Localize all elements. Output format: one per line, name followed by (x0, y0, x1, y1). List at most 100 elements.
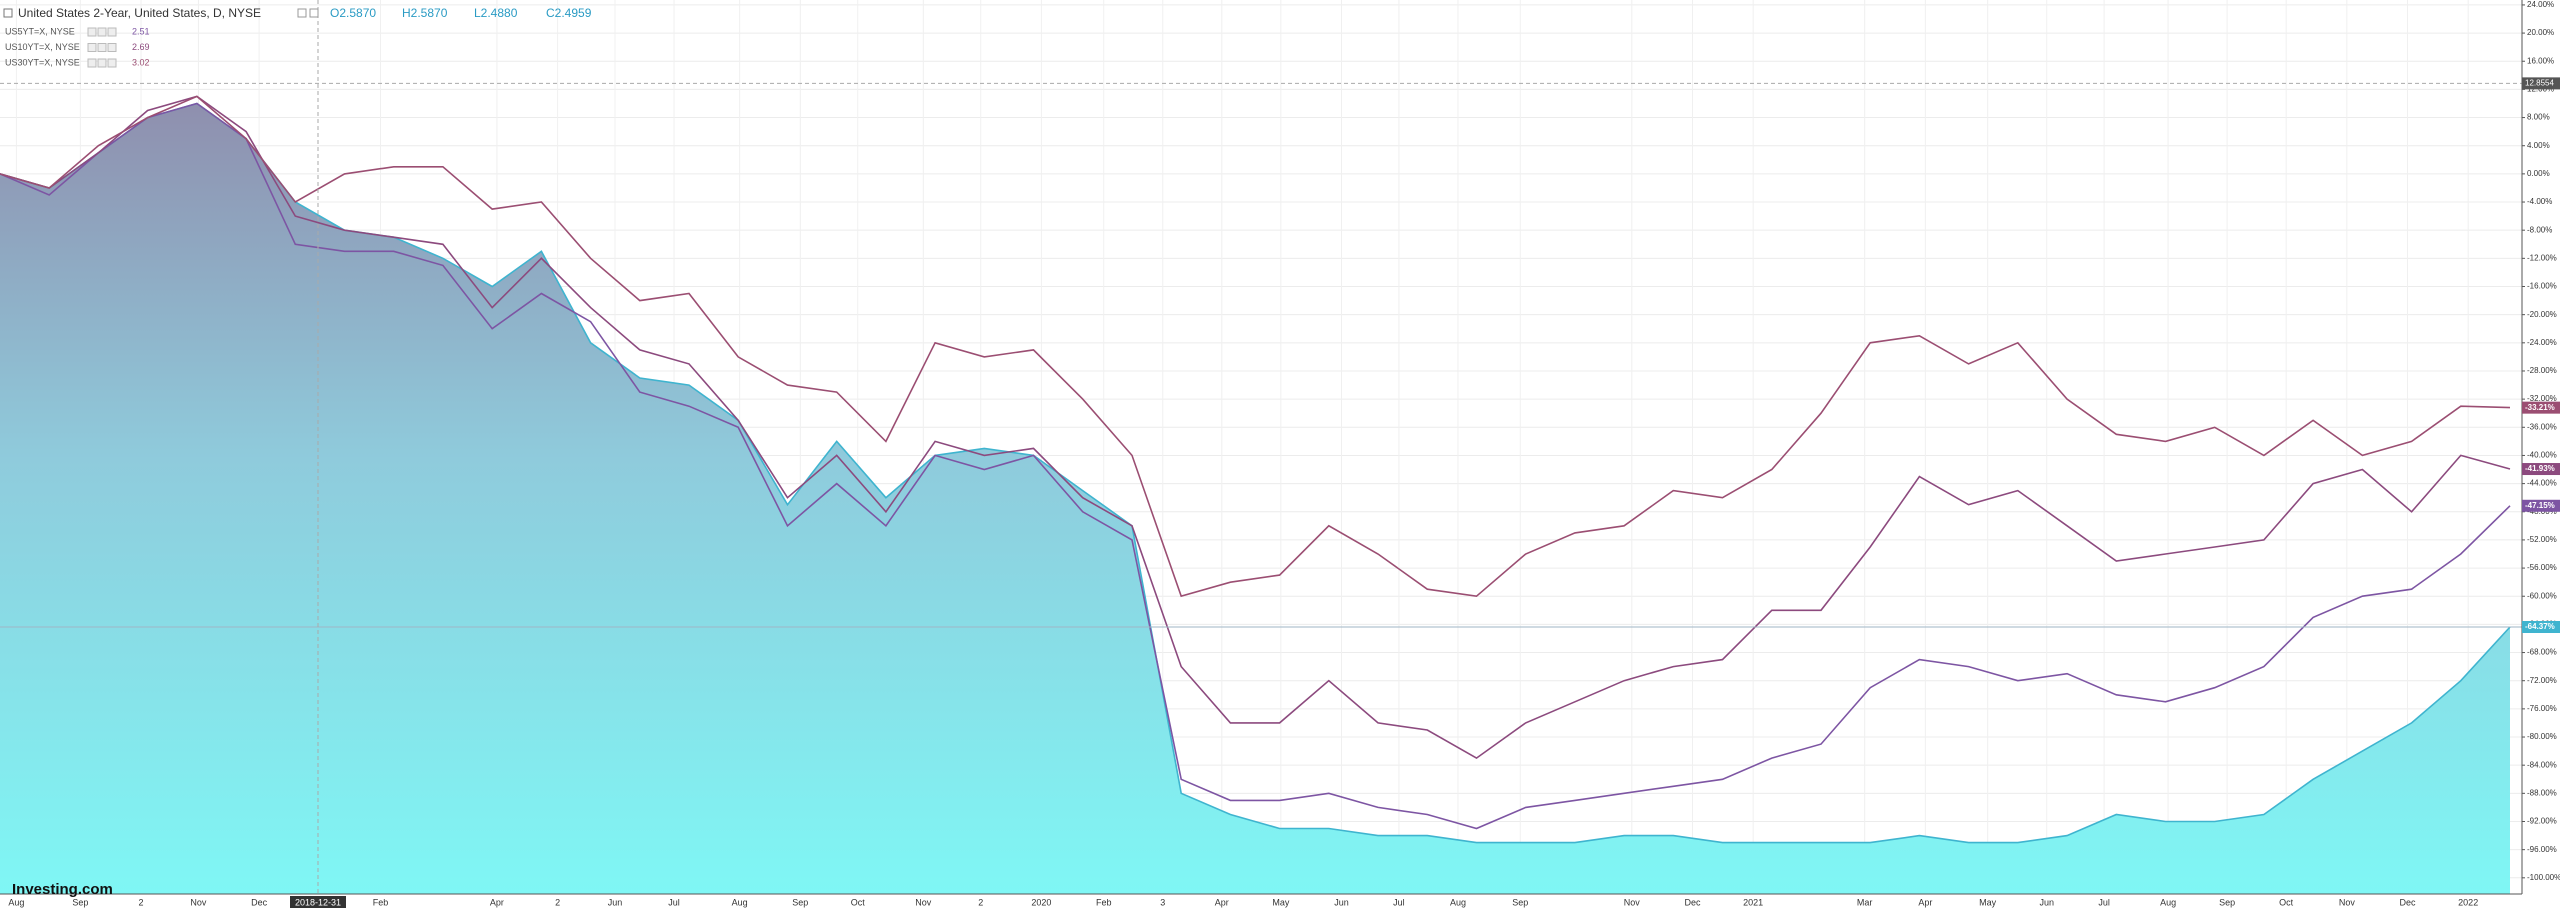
y-tick-label: -36.00% (2527, 422, 2557, 431)
x-tick-label: Nov (2339, 897, 2356, 907)
last-value-label: -33.21% (2525, 403, 2555, 412)
marks (0, 95, 2511, 894)
x-tick-label: Oct (851, 897, 866, 907)
y-tick-label: -92.00% (2527, 817, 2557, 826)
y-tick-label: -24.00% (2527, 338, 2557, 347)
legend-icon[interactable] (107, 27, 117, 37)
y-tick-label: -16.00% (2527, 282, 2557, 291)
last-value-label: -64.37% (2525, 622, 2555, 631)
legend-icon[interactable] (107, 58, 117, 68)
x-tick-label: Jul (1393, 897, 1405, 907)
y-tick-label: -20.00% (2527, 310, 2557, 319)
overlay (0, 0, 2522, 894)
x-tick-label: 3 (1160, 897, 1165, 907)
y-tick-label: -52.00% (2527, 535, 2557, 544)
y-tick-label: -84.00% (2527, 760, 2557, 769)
x-tick-label: Nov (1624, 897, 1641, 907)
last-value-badge (2522, 401, 2560, 414)
x-tick-label: Jun (2039, 897, 2054, 907)
legend-icon[interactable] (97, 27, 107, 37)
crosshair-y-badge (2522, 77, 2560, 90)
series-line (0, 102, 2511, 844)
series-line (0, 95, 2511, 760)
legend-name: US10YT=X, NYSE (5, 42, 80, 52)
y-tick-label: -4.00% (2527, 197, 2552, 206)
axes: 24.00%20.00%16.00%12.00%8.00%4.00%0.00%-… (8, 0, 2560, 908)
x-tick-label: Nov (915, 897, 932, 907)
series-line (0, 102, 2511, 830)
x-tick-label: Dec (1684, 897, 1701, 907)
last-value-badge (2522, 620, 2560, 633)
x-tick-label: Apr (490, 897, 504, 907)
settings-icon[interactable] (309, 8, 319, 18)
crosshair-y-label: 12.8554 (2525, 78, 2554, 87)
y-tick-label: -28.00% (2527, 366, 2557, 375)
x-tick-label: Jun (1334, 897, 1349, 907)
x-tick-label: Sep (72, 897, 88, 907)
legend-icon[interactable] (87, 27, 97, 37)
time-axis-panel (0, 894, 2560, 910)
y-tick-label: -76.00% (2527, 704, 2557, 713)
y-tick-label: -100.00% (2527, 873, 2560, 882)
legend-last-value: 3.02 (132, 57, 150, 67)
price-axis-panel (2522, 0, 2560, 910)
y-tick-label: 8.00% (2527, 113, 2550, 122)
x-tick-label: 2 (978, 897, 983, 907)
y-tick-label: -8.00% (2527, 225, 2552, 234)
x-tick-label: Aug (8, 897, 24, 907)
y-tick-label: 16.00% (2527, 56, 2554, 65)
x-tick-label: Apr (1215, 897, 1229, 907)
y-tick-label: -60.00% (2527, 591, 2557, 600)
y-tick-label: -88.00% (2527, 788, 2557, 797)
y-tick-label: -40.00% (2527, 451, 2557, 460)
x-tick-label: May (1272, 897, 1290, 907)
collapse-icon[interactable] (3, 8, 13, 18)
ohlc-value: H2.5870 (402, 6, 448, 20)
last-value-badge (2522, 463, 2560, 476)
legend-name: US30YT=X, NYSE (5, 57, 80, 67)
legend-icon[interactable] (97, 43, 107, 52)
x-tick-label: Aug (732, 897, 748, 907)
legend-name: US5YT=X, NYSE (5, 26, 75, 36)
legend-last-value: 2.51 (132, 26, 150, 36)
x-tick-label: Aug (1450, 897, 1466, 907)
legend-icon[interactable] (87, 43, 97, 52)
y-tick-label: 24.00% (2527, 0, 2554, 9)
ohlc-value: L2.4880 (474, 6, 518, 20)
last-value-label: -41.93% (2525, 464, 2555, 473)
x-tick-label: Oct (2279, 897, 2294, 907)
x-tick-label: Nov (190, 897, 207, 907)
crosshair-x-badge (290, 896, 346, 908)
y-tick-label: -72.00% (2527, 676, 2557, 685)
y-tick-label: -56.00% (2527, 563, 2557, 572)
x-tick-label: Aug (2160, 897, 2176, 907)
x-tick-label: Jul (668, 897, 680, 907)
ohlc-value: O2.5870 (330, 6, 376, 20)
x-tick-label: Sep (1512, 897, 1528, 907)
x-tick-label: Sep (792, 897, 808, 907)
y-tick-label: -44.00% (2527, 479, 2557, 488)
settings-icon[interactable] (297, 8, 307, 18)
y-tick-label: 0.00% (2527, 169, 2550, 178)
legend-icon[interactable] (87, 58, 97, 68)
y-tick-label: -80.00% (2527, 732, 2557, 741)
x-tick-label: 2 (555, 897, 560, 907)
y-tick-label: -68.00% (2527, 648, 2557, 657)
legend-icon[interactable] (97, 58, 107, 68)
crosshair-x-label: 2018-12-31 (295, 897, 341, 907)
brand-logo: Investing.com (12, 881, 113, 898)
last-value-badge (2522, 499, 2560, 512)
x-tick-label: 2020 (1031, 897, 1051, 907)
legend: United States 2-Year, United States, D, … (3, 6, 592, 68)
x-tick-label: Apr (1918, 897, 1932, 907)
y-tick-label: -96.00% (2527, 845, 2557, 854)
x-tick-label: 2021 (1743, 897, 1763, 907)
x-tick-label: Dec (2400, 897, 2417, 907)
x-tick-label: Mar (1857, 897, 1873, 907)
series-line (0, 95, 2511, 598)
legend-icon[interactable] (107, 43, 117, 52)
x-tick-label: Jul (2098, 897, 2110, 907)
y-tick-label: -32.00% (2527, 394, 2557, 403)
x-tick-label: 2022 (2458, 897, 2478, 907)
